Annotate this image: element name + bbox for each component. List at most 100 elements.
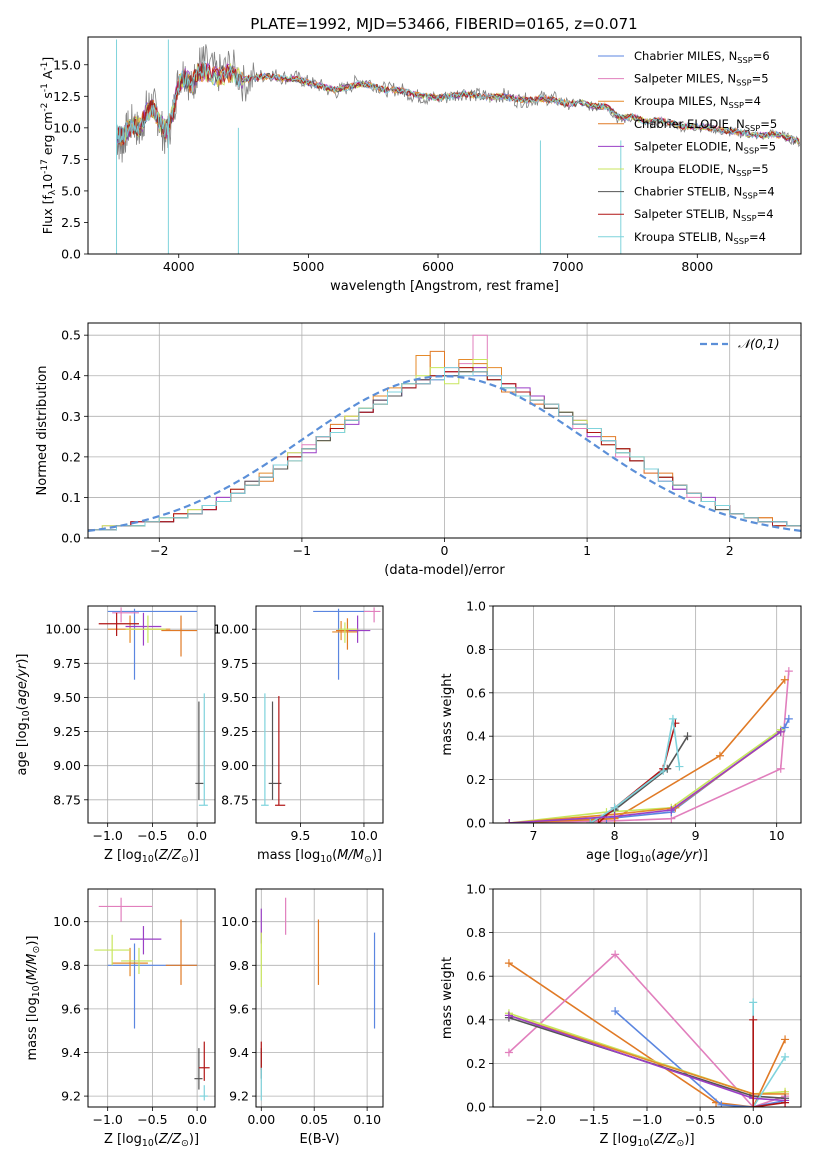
series-marker [504,1048,513,1057]
panel-age_vs_Z: −1.0 −0.5 0.0 8.75 9.00 9.25 9.50 9.75 10.00 Z [l… [15,605,216,865]
y-axis-label: mass weight [440,673,455,755]
plot-area [261,607,381,806]
label-part: ( [649,1132,654,1147]
legend-entry: Salpeter ELODIE, NSSP​=5 [634,139,776,155]
label-part: =5 [752,72,769,86]
plot-area [504,950,790,1107]
label-part: E(B-V) [299,1132,339,1147]
plot-area [88,334,801,532]
y-tick-label: 9.4 [229,1045,249,1060]
x-tick-label: 2 [726,543,734,558]
label-part: Chabrier MILES, N [634,49,737,63]
series-line [614,1010,786,1107]
label-part: SSP [745,123,760,133]
y-tick-label: 0.5 [61,328,81,343]
legend-entry: Chabrier STELIB, NSSP​=4 [634,185,775,201]
label-part: Z/Z [158,848,182,863]
label-part: Chabrier ELODIE, N [634,117,745,131]
series-line [597,722,677,823]
series-marker [504,1011,513,1020]
y-tick-label: 0.6 [466,685,486,700]
legend-entry: Kroupa STELIB, NSSP​=4 [634,230,766,246]
label-part: ⊙ [31,946,42,954]
label-part: ( [15,705,30,710]
y-tick-label: 9.50 [53,690,81,705]
axes-frame [87,605,216,824]
y-tick-label: 9.2 [229,1089,249,1104]
x-tick-label: 0.0 [187,828,207,843]
y-tick-label: 9.00 [221,758,249,773]
series-marker [781,1052,790,1061]
label-part: Salpeter STELIB, N [634,207,741,221]
x-axis-label: Z [log10​(Z/Z⊙​)] [104,848,199,865]
series-line [508,962,786,1107]
label-part: )] [372,848,382,863]
label-part: )] [189,1132,199,1147]
label-part: =4 [744,94,761,108]
label-part: =5 [759,139,776,153]
x-axis-label: (data-model)/error [384,563,505,578]
y-tick-label: 9.25 [53,724,81,739]
label-part: =4 [758,185,775,199]
x-tick-label: 7 [530,828,538,843]
y-tick-label: 8.75 [53,792,81,807]
label-part: 10 [40,174,55,190]
series-marker [504,959,513,968]
label-part: ( [332,848,337,863]
label-part: ⊙ [181,1138,189,1149]
series-marker [594,819,603,823]
axes-frame [87,322,802,539]
panel-spectrum: 4000 5000 6000 7000 8000 0.0 2.5 5.0 7.5 10.0 12.5… [40,36,802,294]
y-tick-label: 9.4 [61,1045,81,1060]
label-part: SSP [744,145,759,155]
panel-mass_vs_Z: −1.0 −0.5 0.0 9.2 9.4 9.6 9.8 10.0 Z [log10​(Z/Z… [25,888,216,1149]
label-part: -1 [40,62,50,71]
y-tick-label: 1.0 [466,599,486,614]
label-part: SSP [737,55,752,65]
y-tick-label: 0.4 [466,1012,486,1027]
series-marker [611,950,620,959]
series-marker [586,819,595,823]
x-tick-label: 0.00 [247,1112,275,1127]
y-axis-label: mass weight [440,957,455,1039]
series-marker [611,1007,620,1016]
y-axis-label: mass [log10​(M/M⊙​)] [25,936,42,1061]
series-marker [781,1098,790,1107]
axes-frame [492,888,802,1108]
y-tick-label: 12.5 [53,89,81,104]
axes-frame [492,605,802,824]
x-tick-label: −1.0 [632,1112,662,1127]
label-part: 10 [142,1138,154,1149]
x-tick-label: 7000 [552,259,584,274]
x-tick-label: 0 [441,543,449,558]
x-axis-label: E(B-V) [299,1132,339,1147]
series-line [509,729,782,823]
series-marker [776,727,785,736]
y-tick-label: 0.4 [466,729,486,744]
label-part: Kroupa ELODIE, N [634,162,736,176]
y-tick-label: 0.0 [61,531,81,546]
y-tick-label: 7.5 [61,152,81,167]
y-tick-label: 0.2 [466,1056,486,1071]
series-line [509,679,786,823]
y-tick-label: 10.0 [221,914,249,929]
x-tick-label: 1 [583,543,591,558]
y-tick-label: 0.8 [466,642,486,657]
label-part: =6 [753,49,770,63]
y-tick-label: 10.00 [213,622,249,637]
legend-entry: 𝒩(0,1) [738,336,780,351]
x-tick-label: −1.0 [92,828,122,843]
series-marker [781,1035,790,1044]
plot-area [98,607,208,806]
x-axis-label: Z [log10​(Z/Z⊙​)] [104,1132,199,1149]
label-part: M/M [25,954,40,981]
label-part: =4 [749,230,766,244]
label-part: SSP [742,191,757,201]
label-part: 10 [320,854,332,865]
label-part: s [40,92,55,103]
series-marker [610,803,619,812]
y-tick-label: 9.75 [221,656,249,671]
series-marker [780,675,789,684]
label-part: =4 [757,207,774,221]
